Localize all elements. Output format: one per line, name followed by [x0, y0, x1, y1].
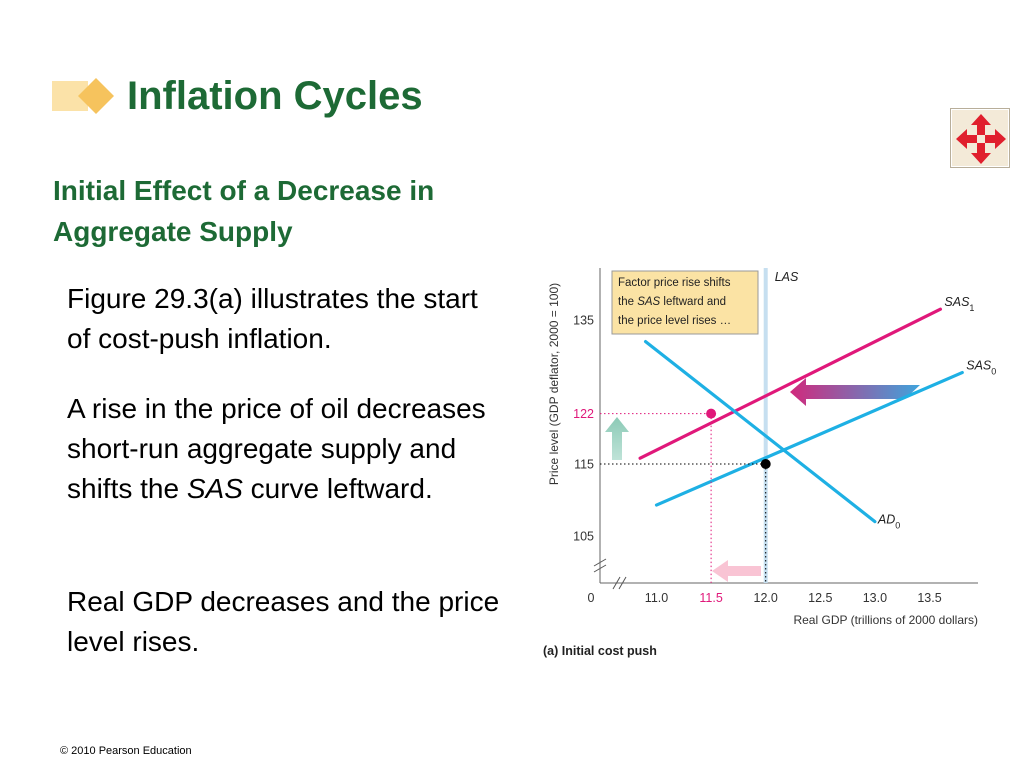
paragraph-text: curve leftward. [242, 473, 433, 504]
sas1-label: SAS1 [944, 295, 974, 313]
paragraph-text: A rise in the price of oil decreases sho… [67, 393, 486, 504]
sas-shift-arrow-icon [790, 378, 920, 406]
x-tick-label: 13.0 [863, 591, 887, 605]
gdp-decrease-arrow-icon [712, 560, 761, 582]
y-tick-label: 115 [574, 458, 594, 472]
slide-title: Inflation Cycles [127, 74, 423, 118]
x-tick-label: 0 [588, 591, 595, 605]
sas0-label: SAS0 [966, 359, 996, 377]
ad0-label: AD0 [877, 513, 900, 531]
slide-subtitle: Initial Effect of a Decrease in Aggregat… [53, 175, 435, 247]
annotation-box [611, 270, 759, 335]
new-equilibrium-point [706, 408, 717, 419]
body-paragraph-1: Figure 29.3(a) illustrates the start of … [67, 283, 478, 354]
initial-equilibrium-point [760, 459, 771, 469]
x-tick-label: 11.5 [699, 591, 722, 605]
annotation-line-3: the price level rises … [618, 315, 731, 327]
y-axis-title: Price level (GDP deflator, 2000 = 100) [547, 283, 561, 485]
body-paragraph-2: A rise in the price of oil decreases sho… [67, 389, 507, 509]
title-bullet-icon [52, 78, 114, 114]
copyright-text: © 2010 Pearson Education [60, 745, 192, 757]
y-tick-label: 105 [573, 530, 594, 544]
x-tick-label: 11.0 [645, 591, 668, 605]
x-axis-title: Real GDP (trillions of 2000 dollars) [793, 613, 978, 627]
four-way-arrow-icon [956, 114, 1006, 164]
y-tick-label: 135 [573, 314, 594, 328]
sas0-curve [654, 370, 964, 507]
ad0-curve [643, 340, 877, 524]
annotation-line-2: the SAS leftward and [618, 296, 726, 308]
annotation-line-1: Factor price rise shifts [618, 277, 731, 289]
x-tick-label: 13.5 [917, 591, 941, 605]
sas-italic-term: SAS [186, 473, 243, 504]
price-rise-arrow-icon [605, 417, 629, 460]
chart-caption: (a) Initial cost push [543, 644, 657, 658]
sas1-curve [638, 307, 943, 460]
las-label: LAS [775, 270, 799, 284]
body-paragraph-3: Real GDP decreases and the price level r… [67, 586, 500, 657]
x-tick-label: 12.0 [754, 591, 778, 605]
y-tick-label: 122 [573, 407, 594, 421]
x-axis-break [612, 576, 627, 590]
x-tick-label: 12.5 [808, 591, 832, 605]
navigation-button[interactable] [950, 108, 1010, 168]
y-axis-break [593, 558, 607, 573]
